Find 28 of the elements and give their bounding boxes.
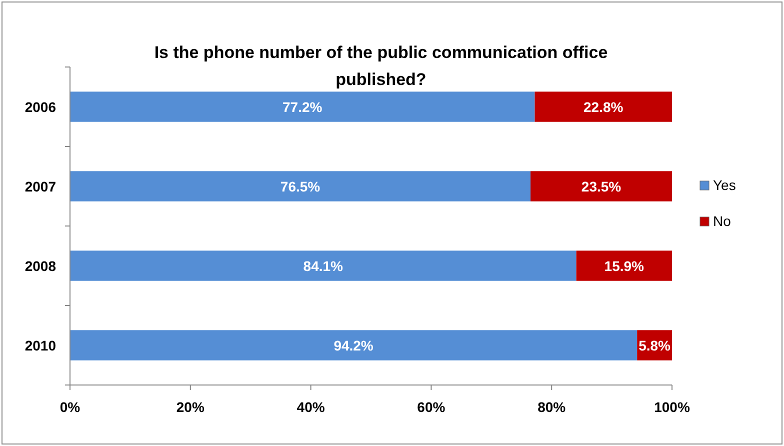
legend-label: Yes [713,177,736,193]
chart-title: Is the phone number of the public communication office published? [154,43,608,89]
data-label: 22.8% [584,98,624,115]
data-label: 77.2% [282,98,323,115]
x-tick-label: 100% [654,399,690,415]
data-label: 76.5% [280,178,321,194]
data-label: 94.2% [334,337,374,354]
x-tick-label: 80% [538,399,566,415]
data-label: 23.5% [581,178,622,194]
bar [70,171,531,202]
data-label: 15.9% [604,258,645,274]
bar [576,250,672,281]
data-label: 5.8% [638,337,672,354]
x-tick-label: 0% [60,399,81,415]
x-tick-label: 20% [176,399,205,415]
bar [70,250,576,281]
bar [530,171,672,202]
legend-label: No [713,213,732,229]
x-tick-label: 40% [296,399,326,415]
y-tick-label: 2006 [24,98,56,115]
y-tick-label: 2010 [24,337,56,354]
y-tick-label: 2008 [24,258,56,274]
bar [534,92,672,122]
bar [70,330,638,360]
bar [70,92,535,122]
y-tick-label: 2007 [24,178,56,194]
data-label: 84.1% [303,258,344,274]
x-tick-label: 60% [417,399,446,415]
